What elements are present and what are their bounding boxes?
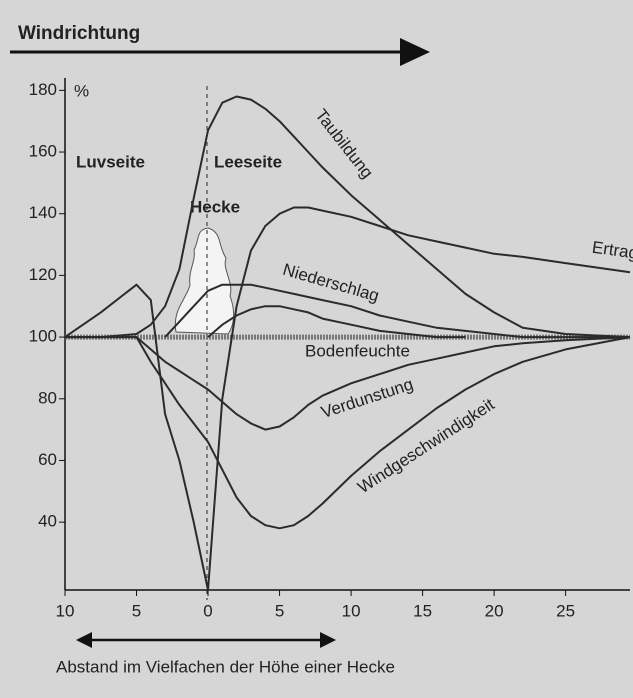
y-tick-label: 60 <box>38 450 57 469</box>
page: Windrichtung % Luvseite Leeseite Hecke A… <box>0 0 633 698</box>
y-tick-label: 120 <box>29 265 57 284</box>
chart: Windrichtung % Luvseite Leeseite Hecke A… <box>0 0 633 698</box>
annotation: Hecke <box>190 197 240 216</box>
y-tick-label: 100 <box>29 327 57 346</box>
series-label: Bodenfeuchte <box>305 341 410 360</box>
annotation: Luvseite <box>76 152 145 171</box>
y-tick-label: 180 <box>29 80 57 99</box>
y-tick-label: 80 <box>38 388 57 407</box>
y-unit: % <box>74 81 89 100</box>
x-axis-label: Abstand im Vielfachen der Höhe einer Hec… <box>56 657 395 676</box>
x-tick-label: 15 <box>413 601 432 620</box>
annotation: Leeseite <box>214 152 282 171</box>
y-tick-label: 40 <box>38 512 57 531</box>
x-tick-label: 25 <box>556 601 575 620</box>
y-tick-label: 160 <box>29 142 57 161</box>
x-tick-label: 5 <box>275 601 284 620</box>
x-tick-label: 10 <box>56 601 75 620</box>
y-tick-label: 140 <box>29 203 57 222</box>
x-tick-label: 0 <box>203 601 212 620</box>
x-tick-label: 5 <box>132 601 141 620</box>
x-tick-label: 20 <box>485 601 504 620</box>
x-tick-label: 10 <box>342 601 361 620</box>
chart-title: Windrichtung <box>18 23 140 44</box>
